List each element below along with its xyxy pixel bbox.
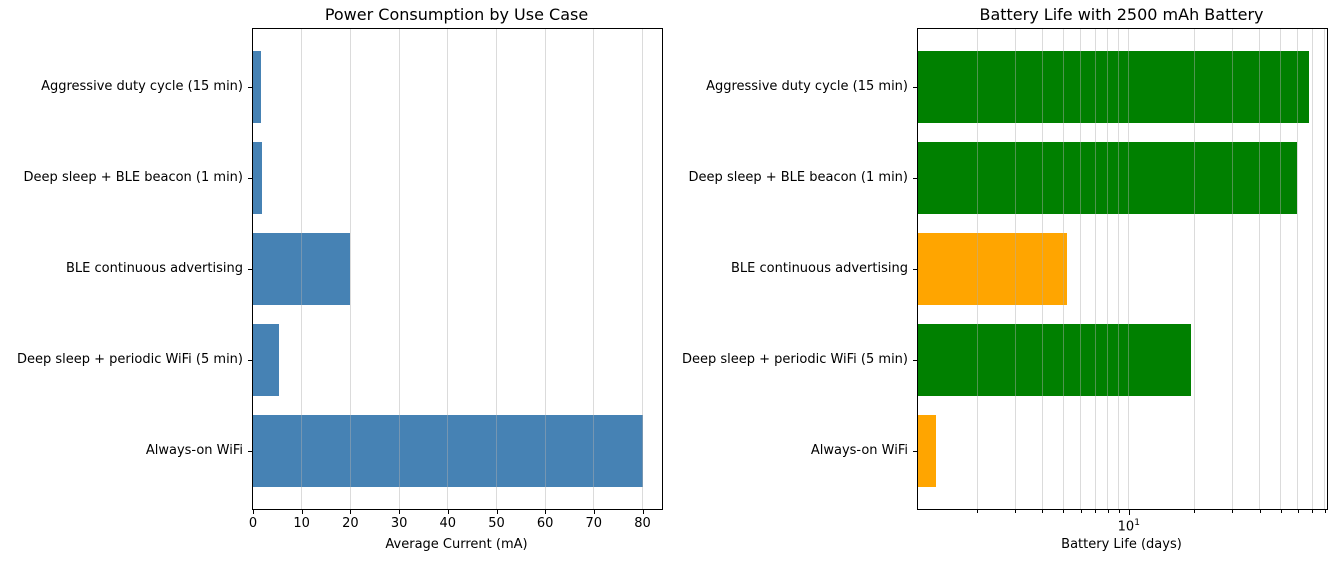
y-tick [248, 359, 252, 361]
y-tick [248, 450, 252, 452]
x-tick-label: 80 [634, 516, 651, 531]
x-tick-label: 10 [293, 516, 310, 531]
x-tick [1259, 510, 1261, 513]
grid-line [976, 29, 978, 509]
grid-line [1094, 29, 1096, 509]
plot-area [252, 28, 663, 510]
y-tick [913, 178, 917, 180]
bar [253, 50, 261, 124]
x-tick [1324, 510, 1326, 513]
grid-line [642, 29, 643, 509]
x-tick [1128, 510, 1130, 515]
grid-line [1259, 29, 1260, 509]
power-consumption-chart: Power Consumption by Use Case Average Cu… [16, 5, 663, 552]
category-label: Deep sleep + periodic WiFi (5 min) [16, 351, 243, 367]
x-tick [642, 510, 644, 514]
y-tick [248, 269, 252, 270]
x-tick [253, 510, 254, 514]
y-tick [913, 450, 917, 452]
category-label: Always-on WiFi [810, 442, 908, 458]
category-label: Deep sleep + periodic WiFi (5 min) [681, 351, 908, 367]
grid-line [1118, 29, 1120, 509]
x-tick [1042, 510, 1044, 513]
grid-line [1128, 29, 1130, 509]
x-tick [1194, 510, 1196, 513]
grid-line [1280, 29, 1282, 509]
y-tick [913, 269, 917, 270]
x-tick [593, 510, 595, 514]
category-label: Aggressive duty cycle (15 min) [706, 79, 908, 95]
x-tick-label: 50 [488, 516, 505, 531]
bar [253, 414, 643, 488]
bar [918, 50, 1309, 124]
bar [253, 232, 351, 306]
category-label: Aggressive duty cycle (15 min) [41, 79, 243, 95]
grid-line [1311, 29, 1313, 509]
chart-title: Battery Life with 2500 mAh Battery [979, 5, 1264, 24]
category-label: BLE continuous advertising [66, 261, 243, 276]
grid-line [398, 29, 400, 509]
grid-line [1297, 29, 1299, 509]
x-tick [1095, 510, 1097, 513]
category-label: Deep sleep + BLE beacon (1 min) [688, 170, 908, 186]
x-tick [301, 510, 303, 514]
x-tick-label: 60 [536, 516, 554, 531]
x-tick [1280, 510, 1282, 513]
bar [918, 232, 1068, 306]
category-label: BLE continuous advertising [731, 261, 908, 276]
x-tick [1118, 510, 1120, 513]
x-tick [1107, 510, 1109, 513]
bar [253, 323, 280, 397]
grid-line [301, 29, 303, 509]
x-tick [1063, 510, 1065, 513]
y-tick [248, 87, 252, 89]
x-axis-label: Battery Life (days) [1061, 537, 1182, 552]
grid-line [544, 29, 546, 509]
x-tick-label: 30 [390, 516, 408, 531]
x-tick [1232, 510, 1234, 513]
grid-line [1107, 29, 1109, 509]
battery-life-chart: Battery Life with 2500 mAh Battery Batte… [667, 0, 1334, 566]
y-tick [913, 87, 917, 89]
x-tick [1312, 510, 1314, 513]
x-tick [1080, 510, 1082, 513]
category-label: Always-on WiFi [145, 442, 243, 458]
x-tick [1297, 510, 1299, 513]
grid-line [1014, 29, 1016, 509]
x-tick-label: 101 [1117, 518, 1140, 535]
grid-line [1080, 29, 1082, 509]
y-tick [248, 178, 252, 180]
x-tick-label: 70 [585, 516, 603, 531]
bar [253, 141, 262, 215]
x-tick-label: 0 [248, 516, 258, 531]
x-tick [399, 510, 401, 514]
grid-line [496, 29, 497, 509]
bar [918, 323, 1191, 397]
x-axis-label: Average Current (mA) [385, 537, 528, 552]
grid-line [349, 29, 351, 509]
x-tick-label: 20 [342, 516, 359, 531]
x-tick [496, 510, 498, 514]
grid-line [1324, 29, 1326, 509]
x-tick [1015, 510, 1017, 513]
grid-line [1231, 29, 1233, 509]
grid-line [1062, 29, 1064, 509]
bar [918, 414, 937, 488]
x-tick [545, 510, 547, 514]
x-tick-label: 40 [439, 516, 457, 531]
x-tick [350, 510, 352, 514]
x-tick [977, 510, 978, 513]
x-tick [447, 510, 449, 514]
plot-area [917, 28, 1328, 510]
grid-line [447, 29, 449, 509]
bar [918, 141, 1297, 215]
chart-title: Power Consumption by Use Case [324, 5, 589, 24]
category-label: Deep sleep + BLE beacon (1 min) [23, 170, 243, 186]
y-tick [913, 359, 917, 361]
grid-line [593, 29, 595, 509]
grid-line [1193, 29, 1195, 509]
grid-line [1041, 29, 1043, 509]
